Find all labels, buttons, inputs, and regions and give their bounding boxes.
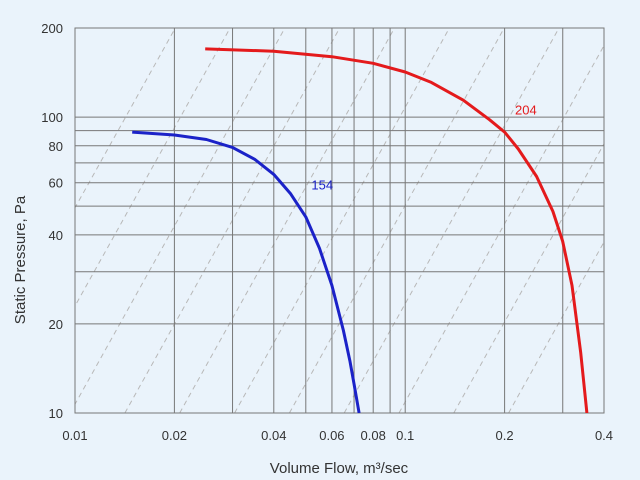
tick-labels: 0.01 0.02 0.04 0.06 0.08 0.1 0.2 0.4 10 20 40 60 80 1… [41,21,613,443]
y-tick-label: 200 [41,21,63,36]
grid-lines [74,27,605,414]
system-curve-line [398,44,604,413]
system-curve-line [75,28,231,308]
system-curve-line [453,142,604,413]
series-label-154: 154 [311,177,333,192]
y-tick-label: 10 [49,406,63,421]
x-tick-label: 0.01 [62,428,87,443]
system-curve-line [179,28,395,413]
x-tick-label: 0.2 [496,428,514,443]
x-axis-label: Volume Flow, m³/sec [270,460,409,477]
system-curve-line [288,28,505,413]
series-group [132,47,589,413]
system-curves [75,28,604,413]
y-tick-label: 40 [49,228,63,243]
system-curve-line [508,240,604,413]
system-curve-line [75,28,286,406]
y-axis-label: Static Pressure, Pa [12,195,29,324]
system-curve-line [343,28,560,413]
y-tick-label: 20 [49,317,63,332]
series-line-204 [205,47,589,413]
series-line-154 [132,130,361,413]
system-curve-line [234,28,450,413]
y-tick-label: 80 [49,139,63,154]
y-tick-label: 60 [49,176,63,191]
x-tick-label: 0.04 [261,428,286,443]
x-tick-label: 0.06 [319,428,344,443]
plot-frame [74,27,605,414]
x-tick-label: 0.08 [361,428,386,443]
y-tick-label: 100 [41,110,63,125]
series-label-204: 204 [515,103,537,118]
x-tick-label: 0.4 [595,428,613,443]
x-tick-label: 0.02 [162,428,187,443]
x-tick-label: 0.1 [396,428,414,443]
